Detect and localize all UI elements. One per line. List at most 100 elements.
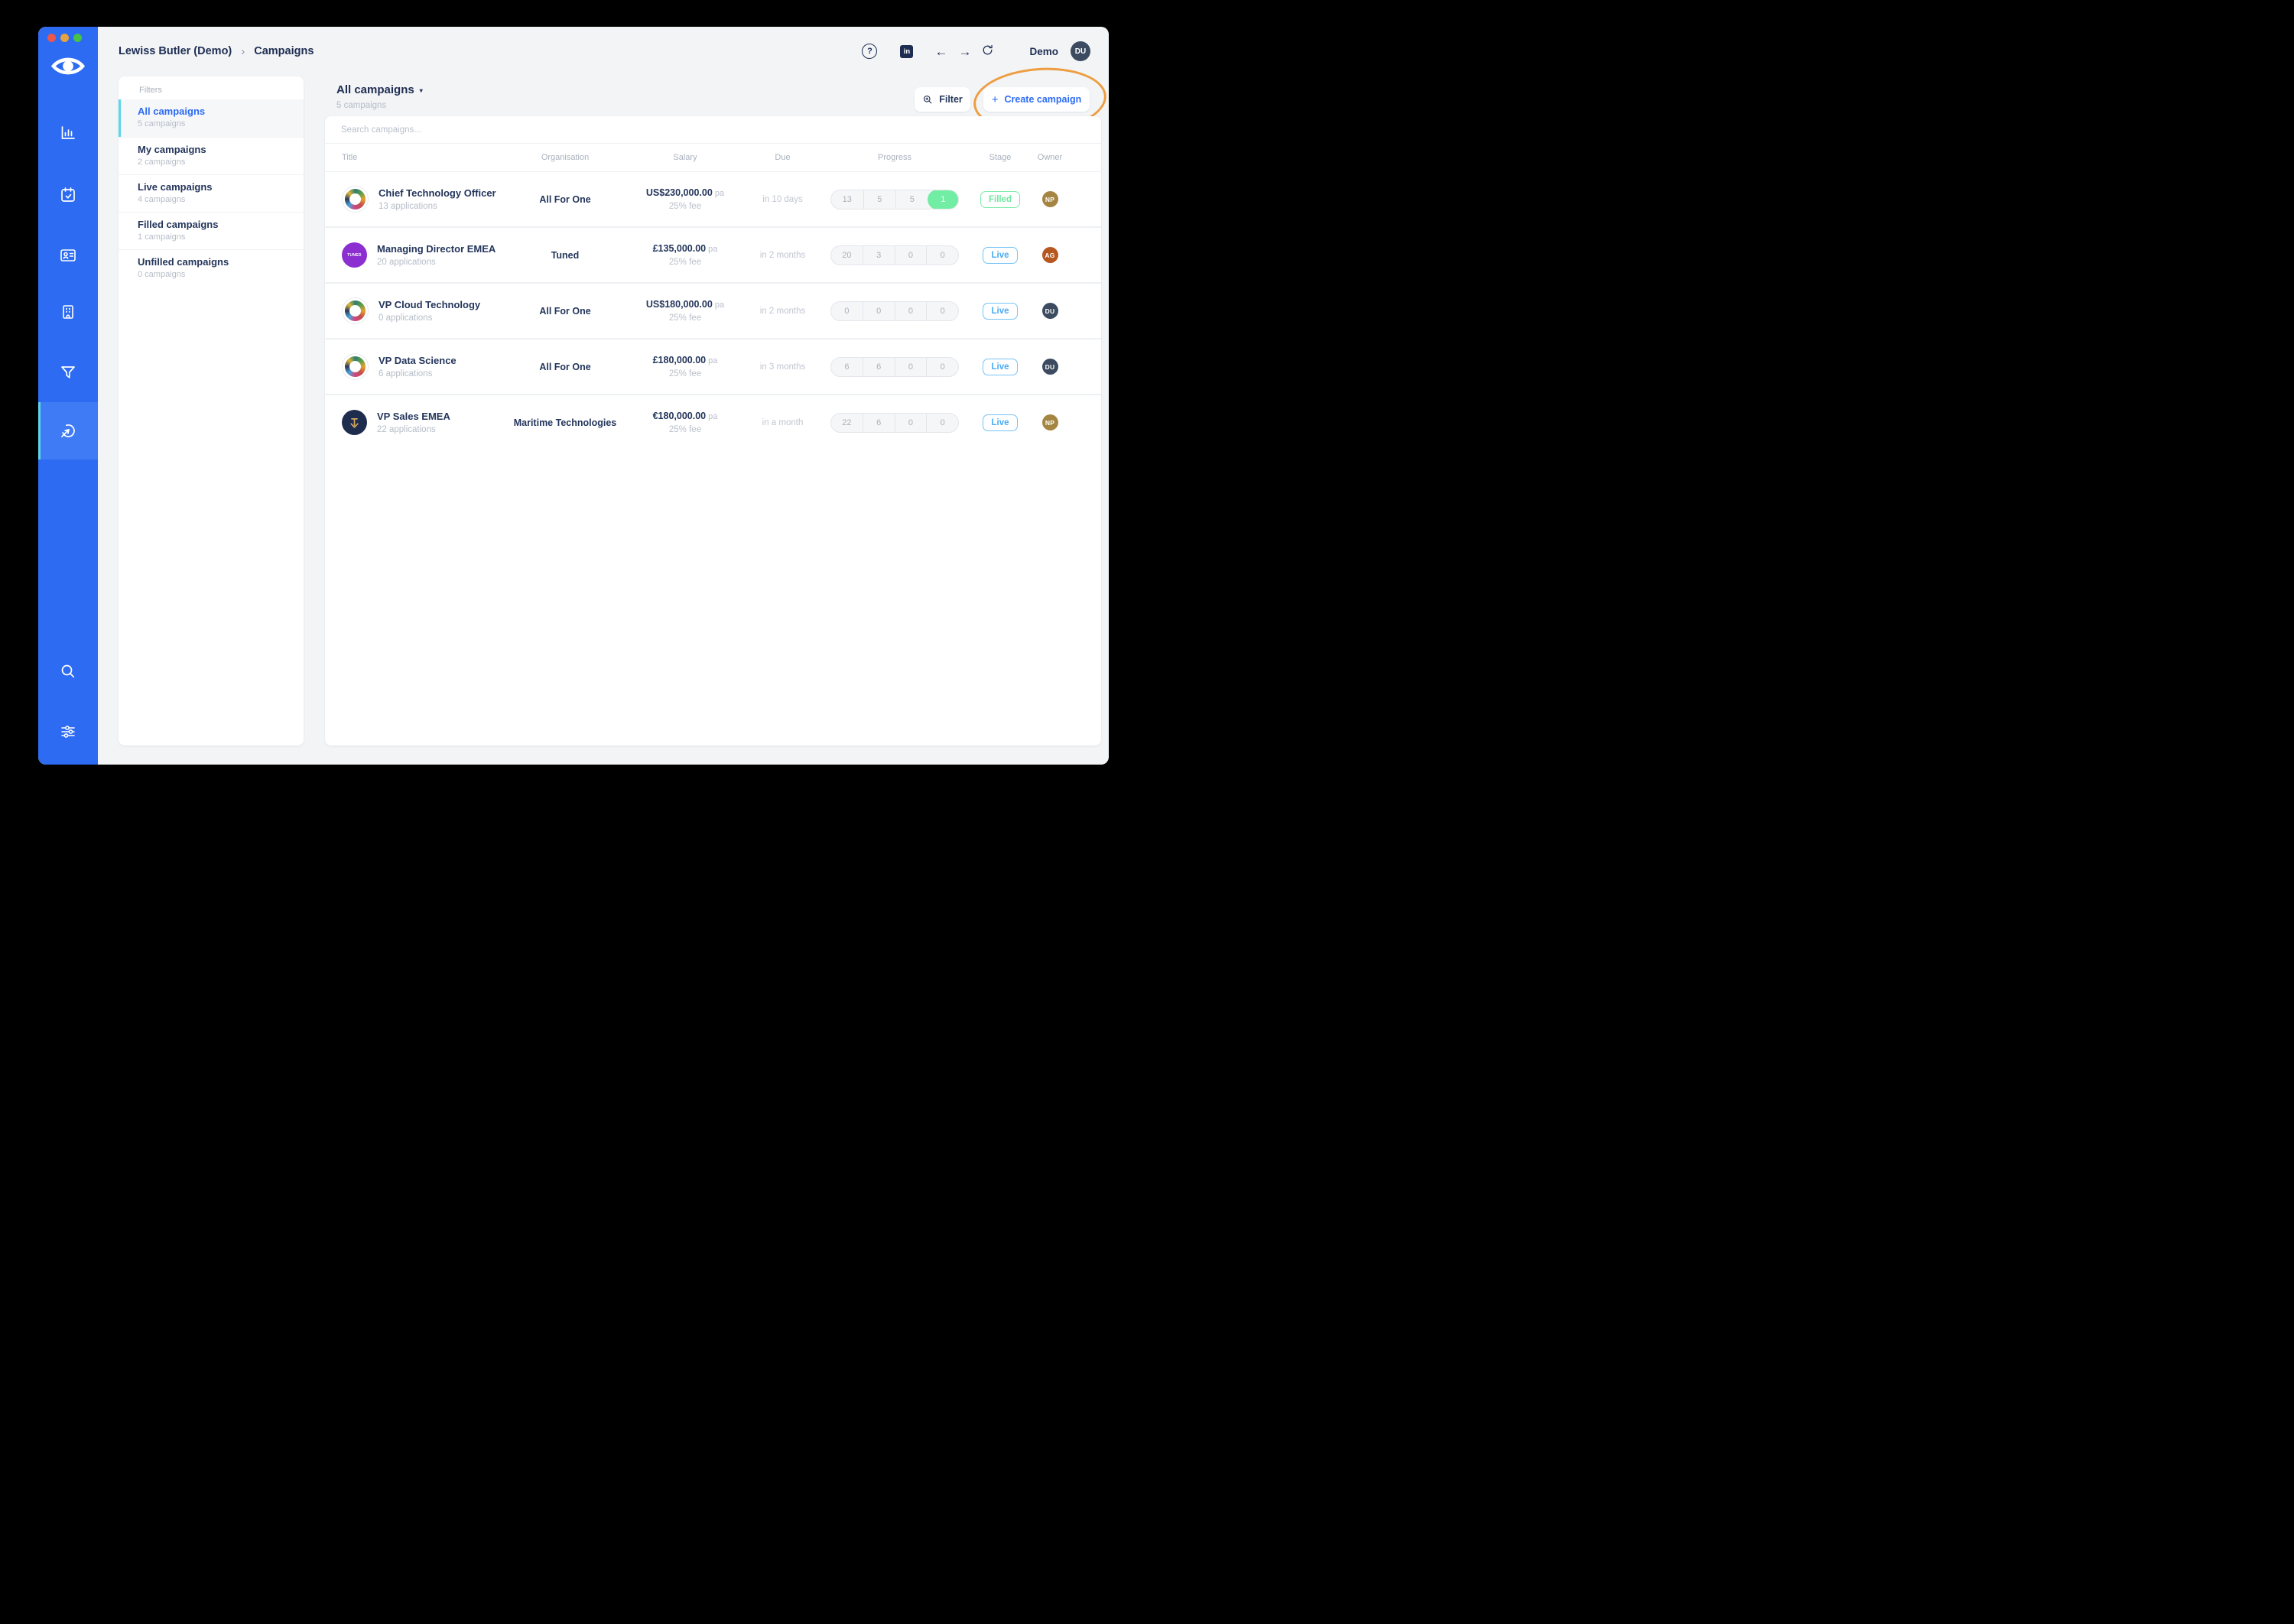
calendar-check-icon [61, 187, 75, 202]
progress-segment: 0 [862, 301, 895, 320]
sidebar-item-organisations[interactable] [59, 303, 77, 321]
owner-cell: DU [1029, 303, 1101, 319]
list-title: All campaigns [336, 83, 414, 96]
salary-suffix: pa [706, 356, 718, 365]
fee-label: 25% fee [668, 258, 702, 267]
title-cell: VP Data Science 6 applications [325, 353, 507, 380]
filter-item-filled-campaigns[interactable]: Filled campaigns 1 campaigns [119, 212, 304, 249]
bar-chart-icon [61, 126, 75, 139]
stage-cell: Live [971, 358, 1029, 375]
desktop-background: Lewiss Butler (Demo) › Campaigns ? in ← … [0, 0, 1147, 812]
fee-label: 25% fee [668, 425, 702, 434]
refresh-icon[interactable] [981, 44, 994, 59]
salary-value: £135,000.00 pa [652, 243, 718, 254]
back-arrow-icon[interactable]: ← [934, 44, 948, 59]
list-subtitle: 5 campaigns [336, 101, 387, 110]
filter-item-unfilled-campaigns[interactable]: Unfilled campaigns 0 campaigns [119, 249, 304, 287]
stage-cell: Filled [971, 190, 1029, 208]
campaign-title: Managing Director EMEA [377, 243, 496, 255]
create-campaign-label: Create campaign [1004, 94, 1082, 105]
filter-item-my-campaigns[interactable]: My campaigns 2 campaigns [119, 137, 304, 174]
owner-avatar: AG [1041, 247, 1058, 263]
breadcrumb-client[interactable]: Lewiss Butler (Demo) [119, 45, 232, 57]
column-header-owner: Owner [1037, 153, 1063, 162]
org-logo-maritime [342, 410, 367, 435]
title-cell: TUNED Managing Director EMEA 20 applicatio… [325, 242, 507, 268]
due-cell: in 3 months [759, 362, 806, 372]
forward-arrow-icon[interactable]: → [958, 44, 972, 59]
due-cell: in 2 months [759, 306, 806, 316]
sidebar-item-search[interactable] [59, 662, 77, 680]
progress-segment: 0 [894, 357, 927, 376]
org-logo-text: TUNED [347, 252, 362, 258]
owner-avatar: DU [1041, 359, 1058, 375]
applications-count: 22 applications [377, 425, 436, 434]
progress-cell: 22 6 0 0 [818, 412, 971, 433]
filter-button-label: Filter [939, 94, 963, 105]
filter-item-label: Live campaigns [138, 181, 213, 193]
stage-cell: Live [971, 414, 1029, 431]
salary-cell: US$180,000.00 pa 25% fee [623, 299, 747, 323]
breadcrumb: Lewiss Butler (Demo) › Campaigns [119, 42, 314, 60]
active-indicator-bar [38, 402, 41, 460]
progress-segment: 0 [894, 245, 927, 265]
campaign-row[interactable]: VP Data Science 6 applications All For One… [325, 338, 1101, 394]
sidebar-item-settings[interactable] [59, 723, 77, 741]
owner-avatar: NP [1041, 191, 1058, 207]
create-campaign-button[interactable]: + Create campaign [983, 87, 1090, 112]
filter-item-live-campaigns[interactable]: Live campaigns 4 campaigns [119, 174, 304, 212]
fee-label: 25% fee [668, 202, 702, 211]
progress-segment: 0 [844, 306, 850, 316]
due-cell: in 10 days [762, 194, 803, 204]
campaign-target-icon [59, 421, 77, 440]
user-avatar[interactable]: DU [1071, 41, 1090, 61]
building-icon [63, 305, 73, 319]
progress-pill: 22 6 0 0 [830, 412, 959, 433]
search-campaigns-input[interactable] [325, 125, 1101, 135]
salary-cell: US$230,000.00 pa 25% fee [623, 187, 747, 211]
help-icon[interactable]: ? [862, 44, 878, 59]
sidebar-item-contacts[interactable] [59, 246, 77, 265]
campaign-title: VP Cloud Technology [379, 299, 481, 310]
breadcrumb-campaigns[interactable]: Campaigns [254, 45, 314, 57]
progress-segment: 1 [927, 190, 958, 209]
title-text-block: Managing Director EMEA 20 applications [377, 243, 496, 267]
campaign-row[interactable]: VP Sales EMEA 22 applications Maritime Tec… [325, 394, 1101, 450]
column-header-stage: Stage [989, 153, 1012, 162]
column-header-salary: Salary [673, 153, 697, 162]
applications-count: 6 applications [379, 369, 433, 378]
salary-value: US$180,000.00 pa [645, 299, 725, 310]
sidebar-item-schedule[interactable] [59, 186, 77, 204]
campaigns-table-card: Title Organisation Salary Due Progress Stage O… [325, 116, 1101, 745]
filter-item-all-campaigns[interactable]: All campaigns 5 campaigns [119, 99, 304, 137]
stage-badge: Live [983, 246, 1018, 264]
title-cell: VP Sales EMEA 22 applications [325, 410, 507, 435]
traffic-light-minimize[interactable] [60, 34, 69, 42]
sidebar-item-analytics[interactable] [59, 124, 77, 142]
progress-segment: 5 [895, 190, 928, 209]
linkedin-icon[interactable]: in [900, 44, 914, 58]
campaign-row[interactable]: VP Cloud Technology 0 applications All For… [325, 282, 1101, 338]
plus-icon: + [991, 93, 999, 106]
chevron-right-icon: › [241, 44, 245, 58]
sidebar-item-assignments[interactable] [59, 363, 77, 382]
sidebar-item-campaigns-active[interactable] [38, 402, 98, 460]
campaign-row[interactable]: TUNED Managing Director EMEA 20 applicatio… [325, 226, 1101, 282]
campaign-row[interactable]: Chief Technology Officer 13 applications A… [325, 172, 1101, 226]
organisation-cell: Tuned [551, 249, 580, 261]
stage-badge: Live [983, 302, 1018, 320]
list-title-dropdown[interactable]: All campaigns ▾ [336, 83, 423, 96]
filter-button[interactable]: Filter [915, 87, 970, 112]
filter-item-count: 4 campaigns [138, 195, 186, 204]
sliders-icon [61, 726, 75, 738]
due-cell: in a month [762, 417, 804, 427]
progress-segment: 0 [926, 357, 958, 376]
column-header-title: Title [342, 153, 358, 162]
traffic-light-close[interactable] [47, 34, 56, 42]
progress-segment: 6 [862, 357, 895, 376]
traffic-light-zoom[interactable] [73, 34, 82, 42]
progress-segment: 0 [926, 413, 958, 432]
owner-cell: DU [1029, 359, 1101, 375]
org-logo-allforone [342, 353, 369, 380]
